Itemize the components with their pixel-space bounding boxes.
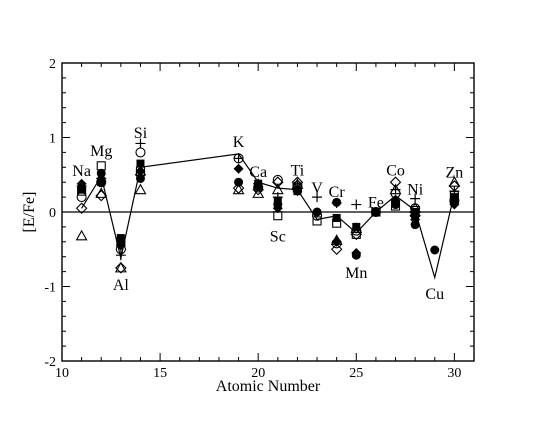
axis-ticks: [61, 62, 475, 362]
open-triangle-point: [232, 183, 245, 195]
filled-circle-point: [135, 173, 145, 183]
element-label-si: Si: [134, 125, 148, 142]
open-diamond-point: [409, 209, 421, 222]
y-tick-label: -1: [44, 281, 56, 296]
open-triangle-point: [95, 187, 108, 198]
open-diamond-point: [75, 202, 88, 215]
filled-square-point: [352, 222, 361, 231]
filled-diamond-point: [272, 203, 283, 214]
filled-square-point: [136, 159, 145, 168]
open-triangle-point: [409, 202, 422, 213]
element-label-fe: Fe: [368, 194, 384, 211]
open-circle-point: [76, 192, 87, 203]
open-square-point: [332, 218, 342, 228]
plus-point: [449, 186, 460, 197]
plus-point: [390, 184, 401, 195]
element-label-ca: Ca: [249, 164, 267, 181]
element-label-zn: Zn: [445, 165, 463, 182]
data-markers: [75, 138, 461, 274]
element-label-na: Na: [72, 163, 91, 180]
filled-circle-point: [234, 177, 244, 187]
plus-point: [76, 180, 87, 191]
element-label-mg: Mg: [90, 143, 112, 160]
plus-point: [272, 192, 283, 203]
filled-square-point: [332, 213, 341, 222]
open-diamond-point: [134, 168, 147, 181]
element-label-v: V: [311, 180, 323, 197]
y-axis-title: [E/Fe]: [21, 192, 38, 233]
open-diamond-point: [252, 183, 264, 196]
filled-diamond-point: [449, 199, 460, 210]
axis-tick-labels: 10 15 20 25 30 -2 -1 0 1 2: [44, 57, 461, 381]
filled-diamond-point: [351, 247, 362, 258]
x-tick-label: 25: [349, 366, 363, 381]
plus-point: [410, 193, 421, 204]
y-tick-label: 1: [49, 132, 56, 147]
x-tick-label: 30: [447, 366, 461, 381]
plus-point: [351, 199, 362, 210]
plus-point: [292, 178, 303, 189]
open-triangle-point: [252, 187, 265, 198]
open-circle-point: [311, 210, 323, 221]
filled-circle-point: [96, 168, 106, 178]
element-label-k: K: [233, 134, 245, 151]
plus-point: [312, 192, 323, 203]
open-triangle-point: [134, 183, 147, 195]
open-triangle-point: [114, 261, 127, 273]
plus-point: [331, 198, 342, 209]
element-label-co: Co: [386, 162, 405, 179]
filled-diamond-point: [410, 214, 421, 225]
element-label-cr: Cr: [329, 184, 346, 201]
open-square-point: [351, 229, 361, 239]
filled-diamond-point: [115, 240, 126, 251]
model-prediction-line: [81, 153, 455, 280]
plus-point: [233, 153, 244, 164]
plus-point: [135, 138, 146, 149]
element-label-sc: Sc: [270, 229, 286, 246]
filled-diamond-point: [233, 163, 244, 174]
y-tick-label: 2: [49, 57, 56, 72]
open-diamond-point: [330, 243, 343, 256]
x-tick-label: 15: [153, 366, 167, 381]
plus-point: [115, 250, 126, 261]
open-triangle-point: [330, 234, 343, 245]
open-triangle-point: [75, 229, 88, 241]
x-tick-label: 10: [55, 366, 69, 381]
filled-square-point: [450, 193, 459, 202]
filled-circle-point: [410, 220, 420, 230]
open-square-point: [96, 161, 106, 171]
x-axis-title: Atomic Number: [216, 378, 321, 395]
y-tick-label: 0: [49, 206, 56, 221]
x-tick-label: 20: [251, 366, 265, 381]
element-label-ti: Ti: [291, 162, 305, 179]
plus-point: [370, 207, 381, 217]
filled-diamond-point: [135, 166, 146, 177]
plus-point: [253, 178, 264, 189]
element-label-ni: Ni: [407, 182, 424, 199]
element-label-al: Al: [113, 277, 130, 294]
filled-circle-point: [430, 245, 440, 255]
open-square-point: [312, 216, 322, 226]
filled-circle-point: [312, 207, 322, 217]
open-triangle-point: [350, 222, 363, 233]
y-tick-label: -2: [44, 355, 56, 370]
element-label-mn: Mn: [345, 265, 367, 282]
filled-diamond-point: [390, 195, 401, 206]
open-diamond-point: [272, 176, 284, 188]
plus-point: [96, 173, 107, 184]
open-diamond-point: [115, 262, 127, 274]
open-circle-point: [135, 147, 146, 158]
element-label-cu: Cu: [425, 286, 444, 303]
